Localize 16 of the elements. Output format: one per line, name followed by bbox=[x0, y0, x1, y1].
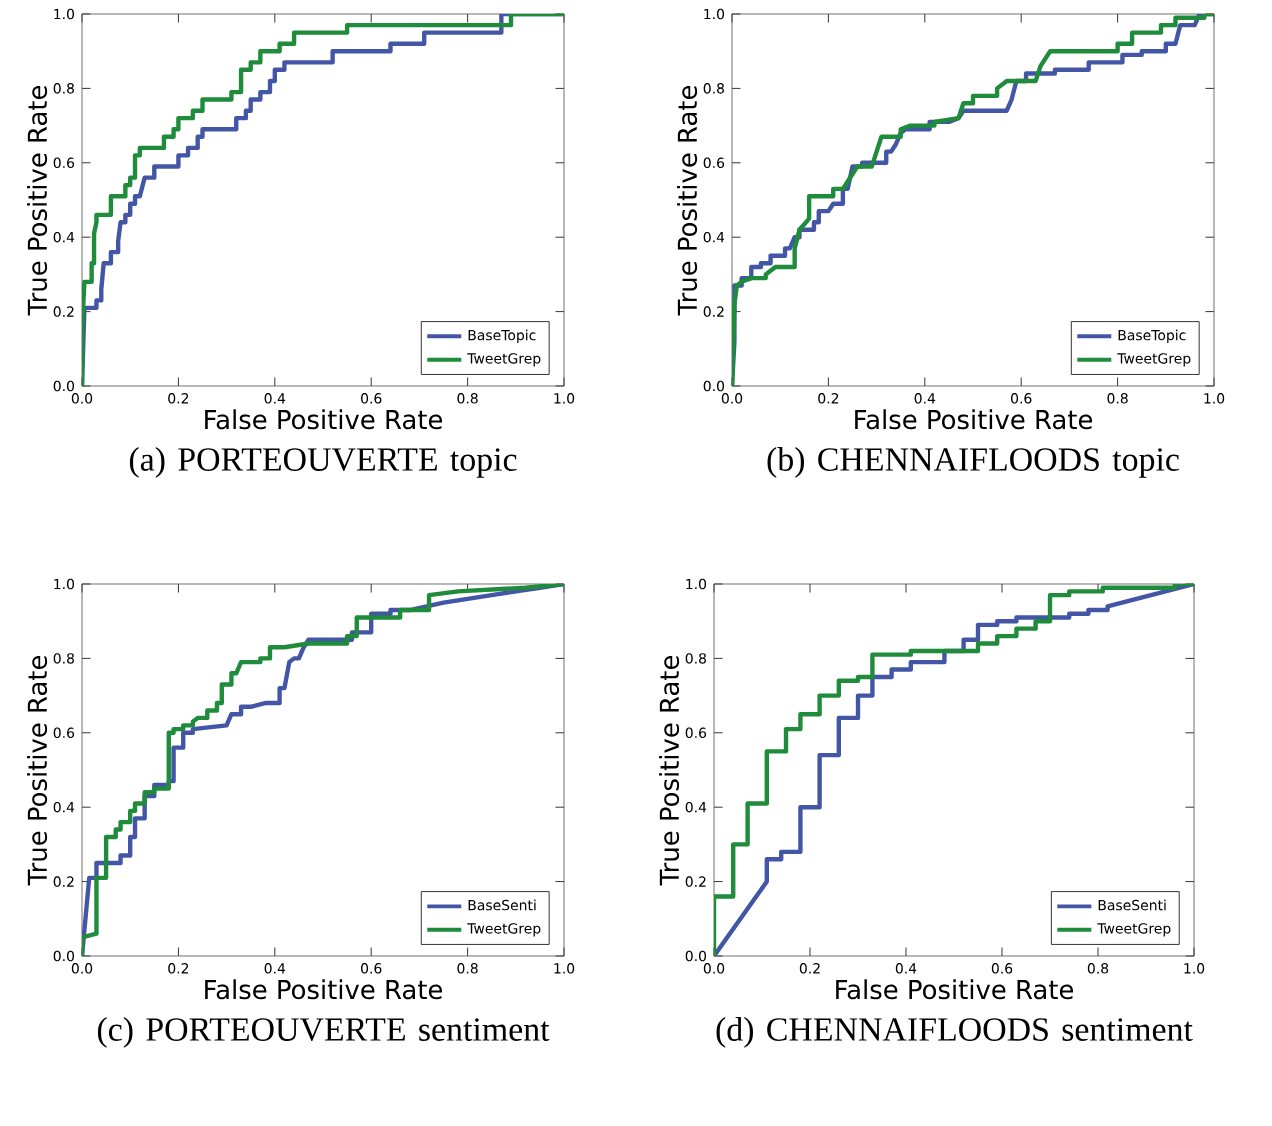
y-axis-title: True Positive Rate bbox=[27, 655, 48, 886]
x-axis-title: False Positive Rate bbox=[205, 409, 443, 430]
line-series bbox=[732, 13, 1215, 386]
y-axis-title: True Positive Rate bbox=[27, 85, 48, 316]
text: (a) PORTEOUVERTE topic bbox=[129, 447, 517, 478]
y-axis-title: True Positive Rate bbox=[659, 655, 680, 886]
line-series bbox=[82, 13, 565, 386]
x-axis-title: False Positive Rate bbox=[205, 979, 443, 1000]
text: (c) PORTEOUVERTE sentiment bbox=[97, 1017, 550, 1048]
line-series bbox=[714, 583, 1195, 956]
line-series bbox=[82, 583, 565, 956]
text: (d) CHENNAIFLOODS sentiment bbox=[716, 1017, 1193, 1048]
x-axis-title: False Positive Rate bbox=[836, 979, 1074, 1000]
x-axis-title: False Positive Rate bbox=[855, 409, 1093, 430]
text: (b) CHENNAIFLOODS topic bbox=[767, 447, 1179, 478]
y-axis-title: True Positive Rate bbox=[677, 85, 698, 316]
